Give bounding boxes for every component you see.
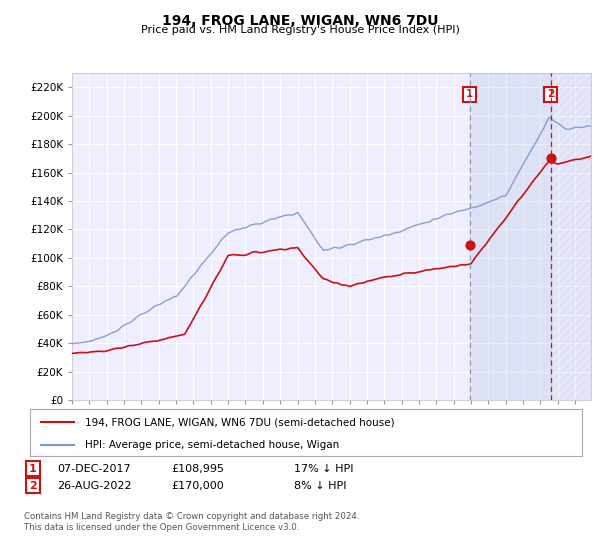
- Bar: [551, 73, 591, 400]
- Text: 2: 2: [547, 89, 554, 99]
- Text: 194, FROG LANE, WIGAN, WN6 7DU: 194, FROG LANE, WIGAN, WN6 7DU: [162, 14, 438, 28]
- Text: 1: 1: [29, 464, 37, 474]
- Text: HPI: Average price, semi-detached house, Wigan: HPI: Average price, semi-detached house,…: [85, 440, 340, 450]
- Text: Contains HM Land Registry data © Crown copyright and database right 2024.
This d: Contains HM Land Registry data © Crown c…: [24, 512, 359, 532]
- Text: Price paid vs. HM Land Registry's House Price Index (HPI): Price paid vs. HM Land Registry's House …: [140, 25, 460, 35]
- Text: 07-DEC-2017: 07-DEC-2017: [57, 464, 131, 474]
- Text: 1: 1: [466, 89, 473, 99]
- Point: [465, 241, 475, 250]
- Point: [546, 154, 556, 163]
- Text: 2: 2: [29, 480, 37, 491]
- Text: £108,995: £108,995: [171, 464, 224, 474]
- Text: 8% ↓ HPI: 8% ↓ HPI: [294, 480, 347, 491]
- Text: 17% ↓ HPI: 17% ↓ HPI: [294, 464, 353, 474]
- Text: 194, FROG LANE, WIGAN, WN6 7DU (semi-detached house): 194, FROG LANE, WIGAN, WN6 7DU (semi-det…: [85, 417, 395, 427]
- Text: £170,000: £170,000: [171, 480, 224, 491]
- Bar: [470, 73, 551, 400]
- Text: 26-AUG-2022: 26-AUG-2022: [57, 480, 131, 491]
